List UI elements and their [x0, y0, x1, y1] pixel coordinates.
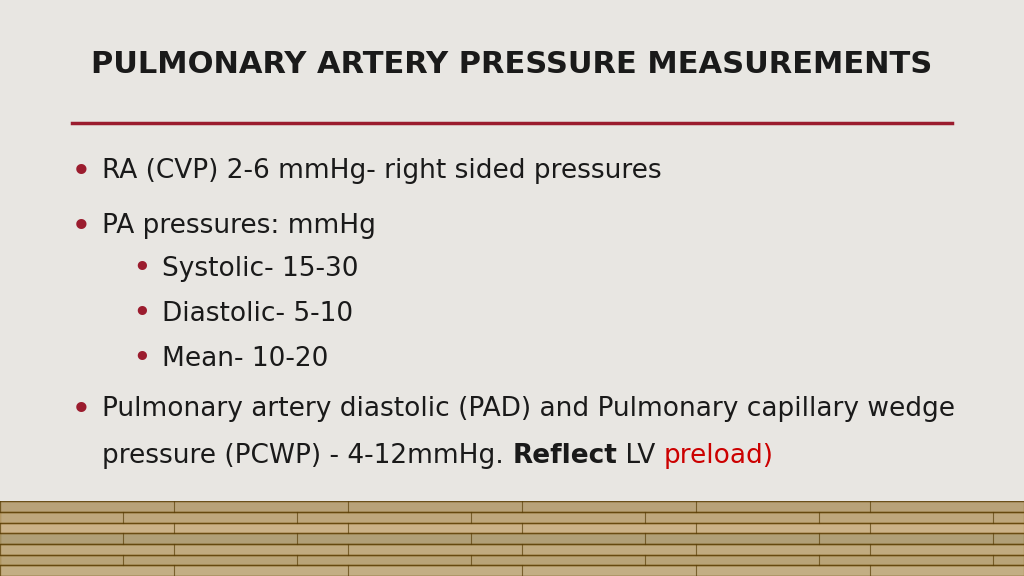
Text: •: • [133, 346, 150, 372]
Text: Diastolic- 5-10: Diastolic- 5-10 [162, 301, 353, 327]
Text: •: • [72, 213, 90, 241]
Text: Mean- 10-20: Mean- 10-20 [162, 346, 328, 372]
Text: PULMONARY ARTERY PRESSURE MEASUREMENTS: PULMONARY ARTERY PRESSURE MEASUREMENTS [91, 50, 933, 79]
Text: •: • [133, 256, 150, 282]
Text: •: • [133, 301, 150, 327]
Text: preload): preload) [664, 444, 774, 469]
Text: Pulmonary artery diastolic (PAD) and Pulmonary capillary wedge: Pulmonary artery diastolic (PAD) and Pul… [102, 396, 955, 422]
Text: •: • [72, 158, 90, 186]
Text: •: • [72, 396, 90, 424]
Text: pressure (PCWP) - 4-12mmHg.: pressure (PCWP) - 4-12mmHg. [102, 444, 513, 469]
Text: Systolic- 15-30: Systolic- 15-30 [162, 256, 358, 282]
Text: RA (CVP) 2-6 mmHg- right sided pressures: RA (CVP) 2-6 mmHg- right sided pressures [102, 158, 663, 184]
Text: PA pressures: mmHg: PA pressures: mmHg [102, 213, 376, 239]
Text: Reflect: Reflect [513, 444, 617, 469]
Text: LV: LV [617, 444, 664, 469]
